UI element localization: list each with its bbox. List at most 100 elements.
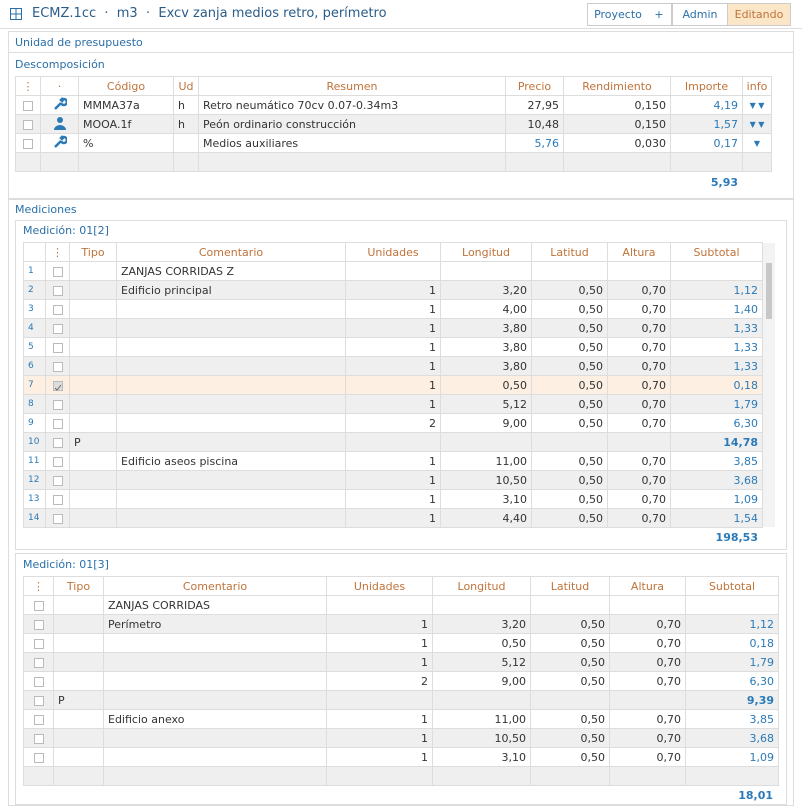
cell	[53, 614, 104, 634]
cell: %	[78, 133, 174, 153]
panel	[15, 553, 787, 805]
cell	[530, 766, 610, 786]
cell: 0,50	[530, 633, 610, 653]
cell	[45, 337, 70, 357]
cell: 0,50	[531, 451, 608, 471]
cell	[326, 766, 433, 786]
checkbox[interactable]	[33, 733, 44, 744]
table: ⋮ Tipo Comentario Unidades Longitud Latitud Al…	[23, 576, 779, 786]
checkbox[interactable]	[52, 380, 63, 391]
cell	[198, 152, 506, 172]
checkbox[interactable]	[52, 361, 63, 372]
cell	[609, 595, 686, 615]
checkbox[interactable]	[33, 619, 44, 630]
column-header: Importe	[670, 76, 743, 96]
cell	[53, 671, 104, 691]
cell	[116, 394, 346, 414]
cell: 1	[345, 356, 441, 376]
cell: 1	[345, 508, 441, 528]
checkbox[interactable]	[33, 600, 44, 611]
cell: 1	[326, 709, 433, 729]
row: 6 1 3,80 0,50 0,70 1,33	[23, 356, 763, 376]
cell	[116, 470, 346, 490]
button[interactable]: +	[647, 3, 672, 26]
button[interactable]: Admin	[672, 3, 728, 26]
cell	[69, 261, 117, 281]
checkbox[interactable]	[52, 399, 63, 410]
cell: 9,39	[685, 690, 779, 710]
cell	[45, 356, 70, 376]
cell: Edificio principal	[116, 280, 346, 300]
row	[23, 766, 779, 786]
checkbox[interactable]	[33, 695, 44, 706]
row: 12 1 10,50 0,50 0,70 3,68	[23, 470, 763, 490]
checkbox[interactable]	[52, 513, 63, 524]
tool-icon	[53, 96, 68, 110]
checkbox[interactable]	[52, 418, 63, 429]
checkbox[interactable]	[52, 437, 63, 448]
checkbox[interactable]	[23, 138, 33, 149]
checkbox[interactable]	[52, 304, 63, 315]
cell: 3,85	[670, 451, 763, 471]
cell: 3,80	[440, 337, 532, 357]
button[interactable]: Proyecto	[587, 3, 648, 26]
cell: 0,70	[607, 280, 671, 300]
cell	[345, 261, 441, 281]
checkbox[interactable]	[33, 752, 44, 763]
checkbox[interactable]	[52, 456, 63, 467]
button[interactable]: Editando	[727, 3, 791, 26]
cell: 1	[326, 747, 433, 767]
cell	[116, 318, 346, 338]
cell: 1	[326, 652, 433, 672]
cell: 2	[23, 280, 46, 300]
cell: ▼	[742, 133, 772, 153]
checkbox[interactable]	[23, 100, 33, 111]
cell: 6	[23, 356, 46, 376]
checkbox[interactable]	[52, 266, 63, 277]
cell	[609, 766, 686, 786]
cell: ▼ ▼	[742, 95, 772, 115]
checkbox[interactable]	[33, 657, 44, 668]
checkbox[interactable]	[52, 285, 63, 296]
cell	[432, 766, 531, 786]
cell: 3,10	[440, 489, 532, 509]
row	[15, 152, 772, 172]
column-header: Tipo	[69, 242, 117, 262]
row: 1 10,50 0,50 0,70 3,68	[23, 728, 779, 748]
scrollbar[interactable]	[763, 243, 775, 527]
checkbox[interactable]	[23, 119, 33, 130]
column-header: Subtotal	[670, 242, 763, 262]
cell: 0,70	[607, 470, 671, 490]
checkbox[interactable]	[52, 342, 63, 353]
cell: 2	[326, 671, 433, 691]
checkbox[interactable]	[33, 638, 44, 649]
cell: 1	[345, 394, 441, 414]
checkbox[interactable]	[33, 676, 44, 687]
cell: 0,70	[609, 728, 686, 748]
cell: 0,50	[531, 337, 608, 357]
cell	[15, 114, 41, 134]
cell: 1,12	[685, 614, 779, 634]
cell: 14,78	[670, 432, 763, 452]
checkbox[interactable]	[52, 475, 63, 486]
cell: 3,80	[440, 356, 532, 376]
person-icon	[53, 116, 66, 130]
column-header: Rendimiento	[563, 76, 671, 96]
column-header: ⋮	[23, 576, 54, 596]
checkbox[interactable]	[52, 323, 63, 334]
cell: 0,50	[531, 489, 608, 509]
row: Edificio anexo 1 11,00 0,50 0,70 3,85	[23, 709, 779, 729]
cell	[116, 489, 346, 509]
cell: 1,54	[670, 508, 763, 528]
checkbox[interactable]	[52, 494, 63, 505]
cell: 0,70	[607, 508, 671, 528]
checkbox[interactable]	[33, 714, 44, 725]
cell: 11	[23, 451, 46, 471]
cell: 9,00	[432, 671, 531, 691]
cell: P	[53, 690, 104, 710]
cell	[45, 375, 70, 395]
cell	[53, 728, 104, 748]
cell	[685, 766, 779, 786]
cell: 10	[23, 432, 46, 452]
row: 3 1 4,00 0,50 0,70 1,40	[23, 299, 763, 319]
